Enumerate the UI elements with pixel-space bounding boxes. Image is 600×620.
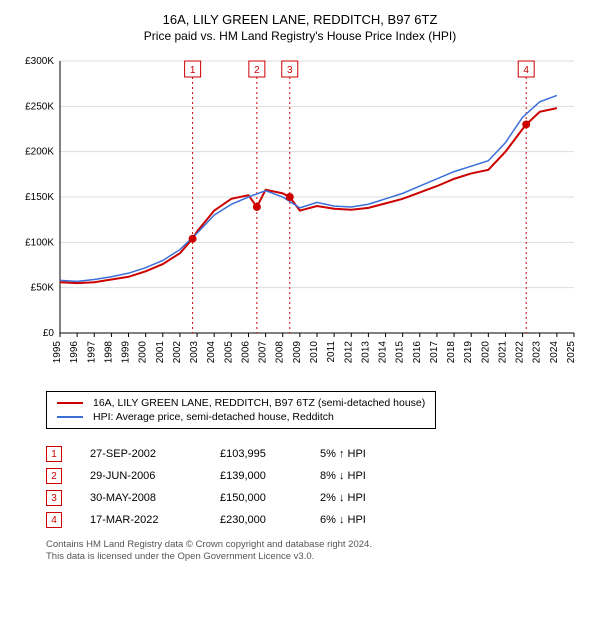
event-price: £150,000 [220,492,320,504]
event-price: £139,000 [220,470,320,482]
svg-text:£250K: £250K [25,101,54,112]
svg-text:2025: 2025 [566,341,577,364]
svg-text:£300K: £300K [25,56,54,67]
event-row: 1 27-SEP-2002£103,9955% ↑ HPI [46,443,582,465]
svg-text:2023: 2023 [532,341,543,364]
event-badge: 3 [46,490,62,506]
svg-text:2018: 2018 [446,341,457,364]
svg-text:2009: 2009 [292,341,303,364]
event-badge: 2 [46,468,62,484]
page-subtitle: Price paid vs. HM Land Registry's House … [18,29,582,43]
event-price: £230,000 [220,514,320,526]
footnote-line: This data is licensed under the Open Gov… [46,551,582,563]
footnote: Contains HM Land Registry data © Crown c… [46,539,582,564]
event-date: 17-MAR-2022 [90,514,220,526]
svg-text:2011: 2011 [326,341,337,363]
price-chart: £0 £50K £100K £150K £200K £250K £300K 1995 1996 1… [18,53,582,381]
svg-text:2004: 2004 [206,341,217,364]
svg-text:2016: 2016 [412,341,423,364]
svg-text:2015: 2015 [395,341,406,364]
svg-text:1998: 1998 [103,341,114,364]
svg-text:2014: 2014 [378,341,389,364]
svg-text:1997: 1997 [86,341,97,364]
legend-label: 16A, LILY GREEN LANE, REDDITCH, B97 6TZ … [93,397,425,409]
event-row: 4 17-MAR-2022£230,0006% ↓ HPI [46,509,582,531]
page-title: 16A, LILY GREEN LANE, REDDITCH, B97 6TZ [18,12,582,27]
svg-text:£150K: £150K [25,192,54,203]
svg-text:3: 3 [287,65,293,76]
svg-text:2006: 2006 [240,341,251,364]
legend-label: HPI: Average price, semi-detached house,… [93,411,334,423]
svg-text:2019: 2019 [463,341,474,364]
event-badge: 1 [46,446,62,462]
svg-text:£100K: £100K [25,237,54,248]
event-date: 30-MAY-2008 [90,492,220,504]
legend-item: HPI: Average price, semi-detached house,… [57,410,425,424]
svg-text:2: 2 [254,65,260,76]
svg-text:£50K: £50K [31,283,55,294]
event-delta: 8% ↓ HPI [320,470,420,482]
event-delta: 5% ↑ HPI [320,448,420,460]
svg-text:2013: 2013 [360,341,371,364]
event-delta: 6% ↓ HPI [320,514,420,526]
svg-text:2020: 2020 [480,341,491,364]
svg-text:1: 1 [190,65,196,76]
svg-text:2007: 2007 [258,341,269,364]
events-table: 1 27-SEP-2002£103,9955% ↑ HPI 2 29-JUN-2006… [46,443,582,531]
legend-swatch [57,416,83,418]
legend-swatch [57,402,83,404]
svg-text:2010: 2010 [309,341,320,364]
svg-text:2001: 2001 [155,341,166,364]
event-badge: 4 [46,512,62,528]
event-price: £103,995 [220,448,320,460]
svg-text:1996: 1996 [69,341,80,364]
event-date: 27-SEP-2002 [90,448,220,460]
event-row: 2 29-JUN-2006£139,0008% ↓ HPI [46,465,582,487]
event-delta: 2% ↓ HPI [320,492,420,504]
svg-text:1995: 1995 [52,341,63,364]
svg-text:£0: £0 [43,328,55,339]
event-row: 3 30-MAY-2008£150,0002% ↓ HPI [46,487,582,509]
svg-text:4: 4 [523,65,529,76]
legend-item: 16A, LILY GREEN LANE, REDDITCH, B97 6TZ … [57,396,425,410]
svg-text:2005: 2005 [223,341,234,364]
svg-text:2017: 2017 [429,341,440,364]
chart-legend: 16A, LILY GREEN LANE, REDDITCH, B97 6TZ … [46,391,436,429]
footnote-line: Contains HM Land Registry data © Crown c… [46,539,582,551]
event-date: 29-JUN-2006 [90,470,220,482]
svg-text:2021: 2021 [497,341,508,364]
svg-text:2000: 2000 [138,341,149,364]
svg-text:2012: 2012 [343,341,354,364]
svg-text:2003: 2003 [189,341,200,364]
svg-text:2008: 2008 [275,341,286,364]
svg-text:2024: 2024 [549,341,560,364]
svg-text:2002: 2002 [172,341,183,364]
svg-text:2022: 2022 [515,341,526,364]
svg-text:£200K: £200K [25,147,54,158]
svg-text:1999: 1999 [121,341,132,364]
